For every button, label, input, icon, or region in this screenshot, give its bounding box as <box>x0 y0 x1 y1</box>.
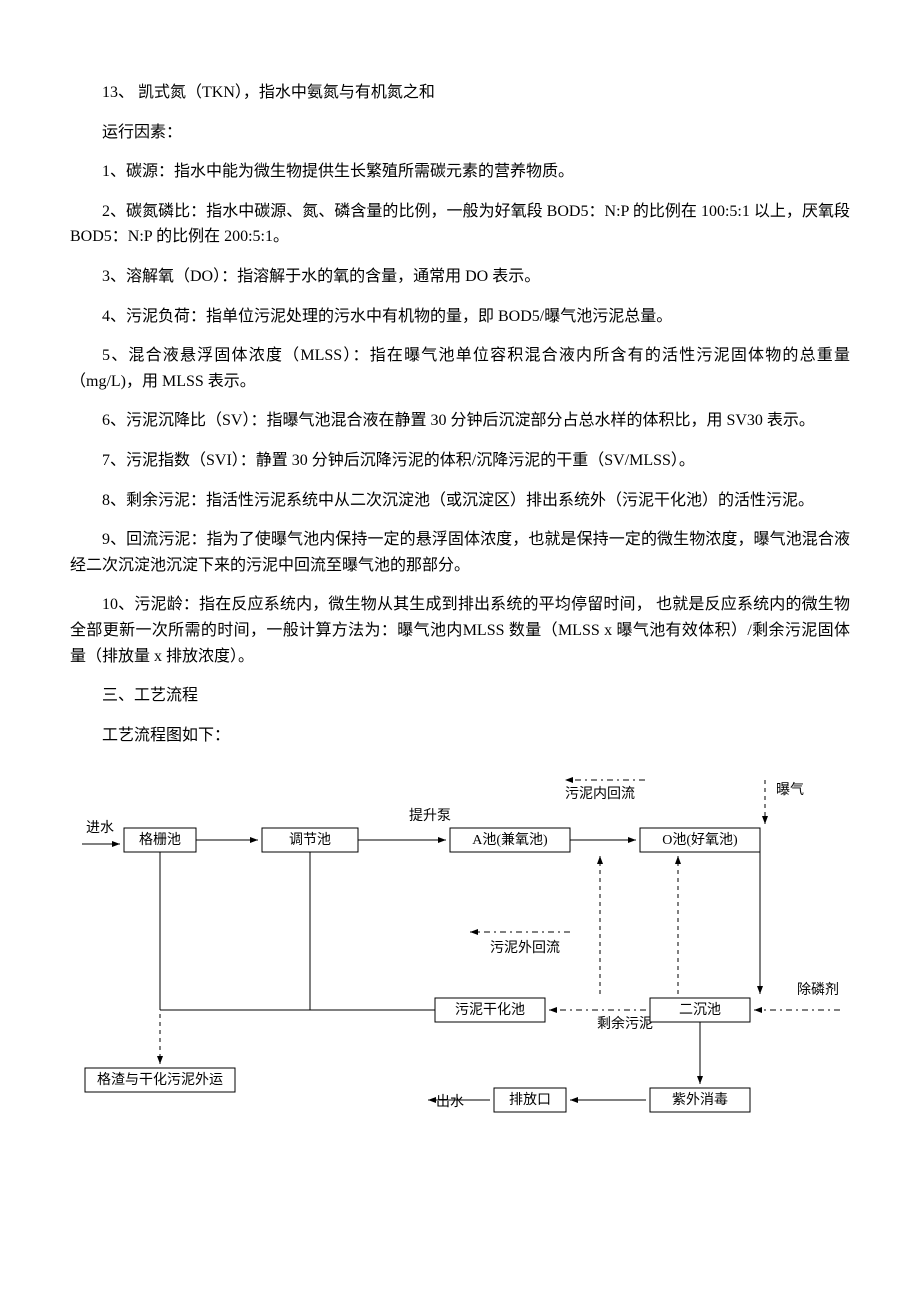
paragraph-10: 9、回流污泥：指为了使曝气池内保持一定的悬浮固体浓度，也就是保持一定的微生物浓度… <box>70 527 850 578</box>
node-label-n2: 调节池 <box>289 833 331 849</box>
paragraph-1: 运行因素： <box>70 120 850 146</box>
paragraph-7: 6、污泥沉降比（SV）：指曝气池混合液在静置 30 分钟后沉淀部分占总水样的体积… <box>70 408 850 434</box>
paragraph-3: 2、碳氮磷比：指水中碳源、氮、磷含量的比例，一般为好氧段 BOD5：N:P 的比… <box>70 199 850 250</box>
node-label-n6: 二沉池 <box>679 1003 721 1019</box>
label-surplus: 剩余污泥 <box>597 1015 653 1032</box>
paragraph-5: 4、污泥负荷：指单位污泥处理的污水中有机物的量，即 BOD5/曝气池污泥总量。 <box>70 304 850 330</box>
paragraph-0: 13、 凯式氮（TKN），指水中氨氮与有机氮之和 <box>70 80 850 106</box>
paragraph-11: 10、污泥龄：指在反应系统内，微生物从其生成到排出系统的平均停留时间， 也就是反… <box>70 592 850 669</box>
node-label-n4: O池(好氧池) <box>662 833 738 849</box>
node-label-n9: 紫外消毒 <box>672 1093 728 1109</box>
paragraph-8: 7、污泥指数（SVI）：静置 30 分钟后沉降污泥的体积/沉降污泥的干重（SV/… <box>70 448 850 474</box>
node-label-n8: 排放口 <box>509 1093 551 1109</box>
paragraph-12: 三、工艺流程 <box>70 683 850 709</box>
label-sludge-outer: 污泥外回流 <box>490 940 560 956</box>
paragraph-6: 5、混合液悬浮固体浓度（MLSS）：指在曝气池单位容积混合液内所含有的活性污泥固… <box>70 343 850 394</box>
node-label-n7: 格渣与干化污泥外运 <box>97 1073 223 1089</box>
document-body: 13、 凯式氮（TKN），指水中氨氮与有机氮之和运行因素： 1、碳源：指水中能为微… <box>70 80 850 748</box>
node-label-n1: 格栅池 <box>139 833 181 849</box>
label-tisheng: 提升泵 <box>409 808 451 824</box>
label-chulinji: 除磷剂 <box>797 982 839 998</box>
paragraph-9: 8、剩余污泥：指活性污泥系统中从二次沉淀池（或沉淀区）排出系统外（污泥干化池）的… <box>70 488 850 514</box>
label-aeration: 曝气 <box>776 782 804 798</box>
paragraph-4: 3、溶解氧（DO）：指溶解于水的氧的含量，通常用 DO 表示。 <box>70 264 850 290</box>
label-chushui: 出水 <box>436 1094 464 1110</box>
paragraph-2: 1、碳源：指水中能为微生物提供生长繁殖所需碳元素的营养物质。 <box>70 159 850 185</box>
process-flowchart: 进水 提升泵 污泥内回流 曝气 除磷剂 剩余污泥 污泥外回流 出水 格栅池 调节池… <box>70 762 850 1132</box>
node-label-n3: A池(兼氧池) <box>472 833 548 849</box>
label-sludge-inner: 污泥内回流 <box>565 786 635 802</box>
node-label-n5: 污泥干化池 <box>455 1003 525 1019</box>
paragraph-13: 工艺流程图如下： <box>70 723 850 749</box>
label-jinshui: 进水 <box>86 820 114 836</box>
